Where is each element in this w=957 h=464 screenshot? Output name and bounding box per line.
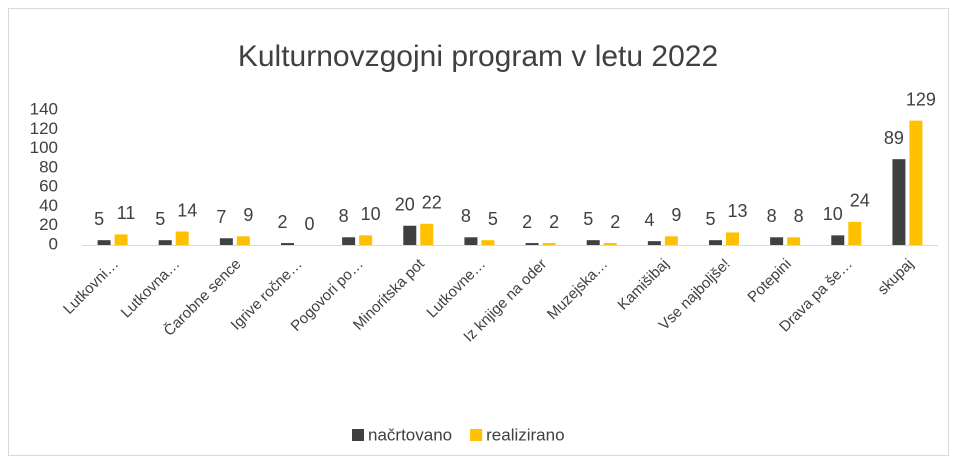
data-label: 129 bbox=[906, 89, 936, 109]
bar bbox=[909, 120, 923, 245]
bar bbox=[709, 240, 722, 245]
data-label: 14 bbox=[177, 200, 197, 220]
data-label: 2 bbox=[610, 212, 620, 232]
data-label: 9 bbox=[243, 205, 253, 225]
data-label: 22 bbox=[422, 193, 442, 213]
data-label: 2 bbox=[277, 212, 287, 232]
bar bbox=[481, 240, 495, 245]
bar bbox=[525, 243, 539, 245]
bar bbox=[586, 240, 600, 245]
bar bbox=[726, 232, 739, 245]
y-tick-label: 100 bbox=[30, 138, 58, 157]
data-label: 89 bbox=[884, 128, 904, 148]
legend-swatch bbox=[470, 429, 483, 441]
y-tick-label: 40 bbox=[39, 196, 58, 215]
bar bbox=[664, 236, 678, 245]
data-label: 7 bbox=[216, 207, 226, 227]
y-tick-label: 60 bbox=[39, 177, 58, 196]
bar bbox=[603, 243, 617, 245]
y-tick-label: 140 bbox=[30, 99, 58, 118]
data-label: 5 bbox=[155, 209, 165, 229]
legend-swatch bbox=[352, 429, 364, 441]
legend-label: načrtovano bbox=[368, 425, 452, 444]
bar bbox=[892, 159, 906, 245]
bar bbox=[403, 225, 417, 245]
chart-border bbox=[8, 8, 949, 456]
bar bbox=[281, 243, 294, 245]
data-label: 13 bbox=[727, 201, 747, 221]
data-label: 20 bbox=[395, 194, 415, 214]
data-label: 2 bbox=[522, 212, 532, 232]
y-tick-label: 80 bbox=[39, 157, 58, 176]
chart-title: Kulturnovzgojni program v letu 2022 bbox=[238, 40, 718, 73]
legend-label: realizirano bbox=[486, 425, 564, 444]
bar bbox=[342, 237, 356, 245]
data-label: 4 bbox=[644, 210, 654, 230]
bar bbox=[236, 236, 250, 245]
bar bbox=[420, 223, 434, 245]
y-tick-label: 0 bbox=[49, 234, 58, 253]
bar bbox=[359, 235, 373, 245]
y-tick-label: 20 bbox=[39, 215, 58, 234]
bar bbox=[158, 240, 172, 245]
bar bbox=[770, 237, 784, 245]
bar bbox=[97, 240, 111, 245]
data-label: 0 bbox=[304, 214, 314, 234]
data-label: 24 bbox=[850, 191, 870, 211]
bar bbox=[542, 243, 556, 245]
data-label: 5 bbox=[94, 209, 104, 229]
bar bbox=[175, 231, 189, 245]
data-label: 2 bbox=[549, 212, 559, 232]
data-label: 8 bbox=[767, 206, 777, 226]
data-label: 9 bbox=[671, 205, 681, 225]
bar bbox=[114, 234, 128, 245]
data-label: 8 bbox=[339, 206, 349, 226]
y-tick-label: 120 bbox=[30, 119, 58, 138]
data-label: 10 bbox=[823, 204, 843, 224]
bar bbox=[848, 221, 862, 245]
bar bbox=[219, 238, 233, 245]
bar bbox=[464, 237, 478, 245]
data-label: 11 bbox=[117, 203, 136, 223]
bar bbox=[831, 235, 845, 245]
data-label: 8 bbox=[794, 206, 804, 226]
data-label: 5 bbox=[583, 209, 593, 229]
data-label: 8 bbox=[461, 206, 471, 226]
data-label: 5 bbox=[705, 209, 715, 229]
data-label: 5 bbox=[488, 209, 498, 229]
bar bbox=[647, 241, 661, 245]
data-label: 10 bbox=[361, 204, 381, 224]
bar bbox=[787, 237, 801, 245]
